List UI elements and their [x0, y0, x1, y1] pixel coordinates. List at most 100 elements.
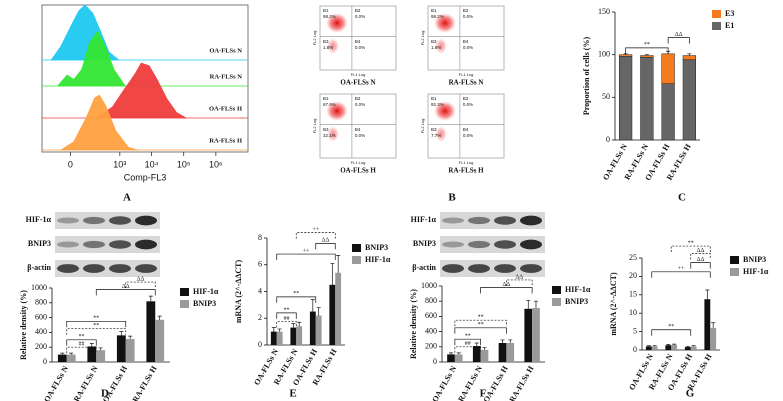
bar	[309, 311, 316, 345]
blot-band	[468, 216, 490, 225]
blot-label: β-actin	[27, 263, 51, 272]
error-bar	[277, 328, 282, 332]
significance-bracket	[454, 327, 507, 334]
error-bar	[691, 345, 696, 347]
error-bar	[623, 53, 628, 55]
bar	[472, 346, 481, 362]
blot-label: HIF-1α	[411, 215, 437, 224]
quadrant-name: B3	[323, 127, 329, 132]
y-tick-label: 400	[35, 327, 47, 336]
y-tick-label: 600	[425, 311, 437, 320]
bar	[96, 350, 106, 362]
y-axis-label: mRNA (2^-ΔΔCT)	[234, 259, 243, 323]
bar	[296, 326, 303, 345]
quadrant-value: 67.9%	[323, 102, 336, 107]
event-cloud	[326, 13, 348, 33]
error-bar	[533, 300, 538, 309]
y-tick-label: 200	[425, 342, 437, 351]
significance-label: **	[79, 334, 85, 340]
quadrant-value: 1.8%	[431, 45, 441, 50]
significance-label: ++	[678, 266, 685, 272]
quadrant-name: B2	[463, 8, 469, 13]
event-cloud	[435, 126, 447, 142]
error-bar	[526, 300, 531, 309]
legend-swatch	[552, 286, 561, 294]
legend-label: HIF-1α	[193, 287, 219, 296]
flow-y-label: FL2 Log	[420, 31, 425, 46]
quadrant-value: 0.0%	[355, 14, 365, 19]
flow-x-label: FL1 Log	[459, 72, 474, 77]
blot-label: β-actin	[412, 263, 436, 272]
blot-band	[57, 264, 79, 273]
quadrant-value: 0.0%	[355, 133, 365, 138]
bar-segment	[640, 56, 654, 141]
error-bar	[646, 345, 651, 347]
significance-label: **	[293, 291, 299, 297]
blot-band	[57, 217, 79, 224]
blot-band	[83, 240, 105, 249]
blot-band	[442, 264, 464, 273]
x-tick-label: 10⁵	[177, 159, 191, 169]
x-tick-label: OA-FLSs N	[430, 364, 458, 401]
error-bar	[508, 339, 513, 343]
significance-bracket	[625, 47, 669, 54]
panel-letter: F	[480, 388, 487, 400]
legend-swatch	[730, 268, 739, 276]
significance-label: **	[644, 42, 650, 48]
blot-membrane	[440, 236, 545, 253]
bar	[506, 343, 515, 362]
bar	[671, 344, 678, 350]
legend-label: BNIP3	[565, 297, 588, 306]
y-axis-label: mRNA (2^-ΔΔCT)	[609, 272, 618, 336]
error-bar	[652, 345, 657, 347]
bar-segment	[661, 53, 675, 84]
blot-band	[468, 240, 490, 249]
significance-label: ΔΔ	[697, 257, 705, 263]
blot-band	[109, 216, 131, 225]
significance-label: ##	[284, 316, 290, 322]
quadrant-name: B2	[355, 8, 361, 13]
y-axis-label: Proportion of cells (%)	[582, 37, 591, 116]
y-tick-label: 0	[433, 357, 437, 366]
lane-label: RA-FLSs N	[210, 73, 243, 80]
y-tick-label: 150	[598, 7, 610, 16]
significance-bracket	[651, 271, 711, 278]
significance-label: ΔΔ	[137, 276, 145, 282]
y-tick-label: 15	[629, 290, 637, 299]
bar	[454, 354, 463, 362]
bar	[155, 319, 165, 362]
legend-label: BNIP3	[743, 255, 766, 264]
error-bar	[119, 331, 124, 336]
bar	[87, 346, 97, 362]
significance-bracket	[454, 319, 507, 327]
error-bar	[456, 352, 461, 355]
flow-y-label: FL2 Log	[420, 119, 425, 134]
bar-segment	[682, 59, 696, 141]
event-cloud	[326, 101, 348, 121]
y-tick-label: 6	[258, 260, 262, 269]
quadrant-value: 0.0%	[463, 45, 473, 50]
significance-bracket	[125, 281, 156, 289]
significance-bracket	[667, 37, 690, 44]
flow-title: OA-FLSs H	[340, 167, 376, 175]
significance-bracket	[276, 312, 297, 319]
error-bar	[666, 50, 671, 54]
y-tick-label: 400	[425, 326, 437, 335]
histogram-area	[95, 62, 188, 119]
y-axis-label: Relative density (%)	[19, 290, 28, 360]
bar-segment	[619, 54, 633, 57]
quadrant-value: 0.0%	[463, 14, 473, 19]
legend-label: HIF-1α	[365, 255, 391, 264]
error-bar	[310, 299, 315, 312]
bar	[125, 339, 135, 362]
y-tick-label: 1000	[31, 283, 47, 292]
legend-label: BNIP3	[193, 299, 216, 308]
quadrant-value: 0.0%	[355, 45, 365, 50]
blot-band	[468, 264, 490, 273]
blot-band	[109, 264, 131, 273]
y-axis-label: Relative density (%)	[409, 289, 418, 359]
y-tick-label: 10	[629, 308, 637, 317]
quadrant-value: 0.0%	[463, 102, 473, 107]
significance-label: **	[93, 323, 99, 329]
histogram-area	[59, 94, 139, 151]
